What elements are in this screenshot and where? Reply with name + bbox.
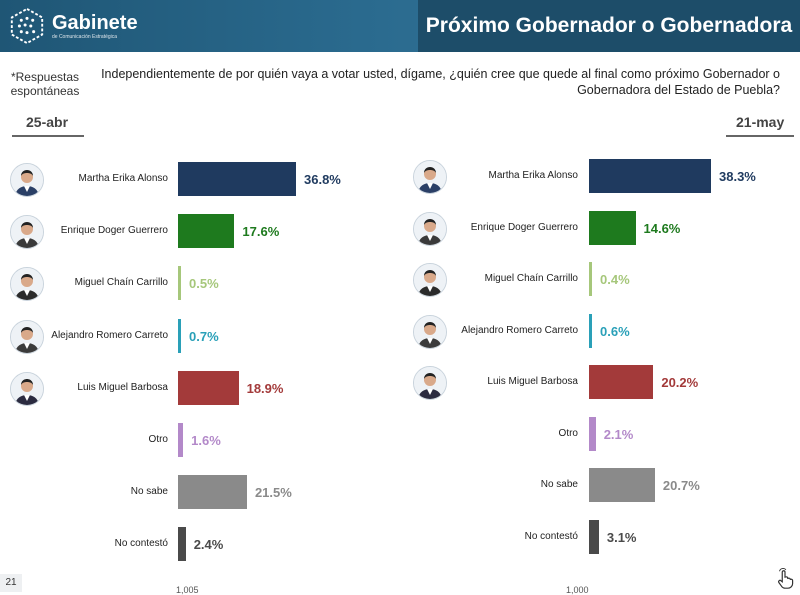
value-label-alejandro-romero-carreto: 0.7% — [189, 328, 219, 344]
value-label-miguel-chain-carrillo: 0.5% — [189, 276, 219, 292]
hexagon-dots-logo-icon — [10, 7, 44, 45]
hand-pointer-icon[interactable] — [774, 568, 796, 590]
bar-no-sabe — [589, 468, 655, 502]
page-title: Próximo Gobernador o Gobernadora — [425, 14, 793, 37]
value-label-otro: 2.1% — [603, 426, 634, 442]
person-avatar-icon — [413, 314, 447, 349]
value-label-no-sabe: 20.7% — [662, 478, 700, 493]
category-label-miguel-chain-carrillo: Miguel Chaín Carrillo — [484, 273, 578, 284]
value-label-alejandro-romero-carreto: 0.6% — [600, 323, 630, 339]
category-label-no-contesto: No contestó — [524, 530, 578, 542]
bar-enrique-doger-guerrero — [178, 214, 235, 249]
bar-miguel-chain-carrillo — [589, 262, 592, 296]
person-avatar-icon — [413, 160, 447, 194]
bar-otro — [589, 416, 596, 451]
category-label-otro: Otro — [148, 434, 168, 445]
person-avatar-icon — [413, 366, 447, 400]
bar-martha-erika-alonso — [178, 162, 296, 196]
bar-no-sabe — [178, 475, 247, 510]
bar-alejandro-romero-carreto — [178, 318, 181, 353]
value-label-no-contesto: 2.4% — [193, 537, 224, 553]
value-label-martha-erika-alonso: 38.3% — [719, 169, 756, 184]
category-label-alejandro-romero-carreto: Alejandro Romero Carreto — [51, 329, 168, 341]
value-label-enrique-doger-guerrero: 17.6% — [242, 224, 280, 240]
value-label-luis-miguel-barbosa: 20.2% — [661, 375, 699, 390]
date-left: 25-abr — [26, 114, 69, 130]
person-avatar-icon — [413, 263, 447, 297]
spontaneous-note: *Respuestas espontáneas — [10, 70, 80, 98]
category-label-luis-miguel-barbosa: Luis Miguel Barbosa — [487, 376, 578, 387]
survey-question: Independientemente de por quién vaya a v… — [101, 67, 780, 97]
bar-no-contesto — [589, 519, 599, 554]
person-avatar-icon — [10, 267, 44, 302]
person-avatar-icon — [10, 319, 44, 354]
bar-otro — [178, 423, 184, 457]
date-left-underline — [12, 135, 84, 137]
date-right: 21-may — [736, 114, 785, 130]
bar-enrique-doger-guerrero — [589, 210, 636, 245]
bar-no-contesto — [178, 527, 186, 562]
value-label-miguel-chain-carrillo: 0.4% — [600, 272, 630, 287]
header-banner: Gabinete de Comunicación Estratégica Pró… — [0, 0, 800, 52]
logo: Gabinete de Comunicación Estratégica — [8, 6, 138, 46]
page-number: 21 — [0, 574, 22, 592]
value-label-no-sabe: 21.5% — [254, 485, 292, 501]
category-label-no-sabe: No sabe — [130, 486, 168, 498]
bar-alejandro-romero-carreto — [589, 313, 592, 348]
title-box: Próximo Gobernador o Gobernadora — [418, 0, 800, 52]
value-label-enrique-doger-guerrero: 14.6% — [643, 220, 681, 236]
person-avatar-icon — [10, 371, 44, 406]
category-label-enrique-doger-guerrero: Enrique Doger Guerrero — [60, 225, 168, 237]
logo-name: Gabinete — [52, 11, 138, 34]
category-label-miguel-chain-carrillo: Miguel Chaín Carrillo — [74, 277, 168, 289]
category-label-martha-erika-alonso: Martha Erika Alonso — [488, 170, 579, 181]
footer-sample-right: 1,000 — [566, 585, 589, 595]
value-label-no-contesto: 3.1% — [606, 529, 637, 545]
category-label-alejandro-romero-carreto: Alejandro Romero Carreto — [461, 324, 578, 336]
bar-luis-miguel-barbosa — [589, 365, 654, 399]
value-label-martha-erika-alonso: 36.8% — [304, 172, 341, 187]
bar-martha-erika-alonso — [589, 159, 711, 193]
bar-miguel-chain-carrillo — [178, 266, 181, 301]
value-label-otro: 1.6% — [191, 433, 221, 448]
category-label-otro: Otro — [558, 427, 578, 439]
category-label-martha-erika-alonso: Martha Erika Alonso — [78, 173, 169, 184]
logo-tagline: de Comunicación Estratégica — [52, 33, 118, 40]
bar-luis-miguel-barbosa — [178, 370, 239, 405]
footer-sample-left: 1,005 — [176, 585, 199, 595]
person-avatar-icon — [10, 215, 44, 250]
category-label-luis-miguel-barbosa: Luis Miguel Barbosa — [77, 381, 168, 393]
person-avatar-icon — [413, 211, 447, 246]
person-avatar-icon — [10, 163, 44, 197]
date-right-underline — [726, 135, 794, 137]
value-label-luis-miguel-barbosa: 18.9% — [246, 380, 284, 396]
category-label-enrique-doger-guerrero: Enrique Doger Guerrero — [470, 221, 578, 233]
category-label-no-sabe: No sabe — [540, 479, 578, 490]
category-label-no-contesto: No contestó — [114, 538, 168, 550]
